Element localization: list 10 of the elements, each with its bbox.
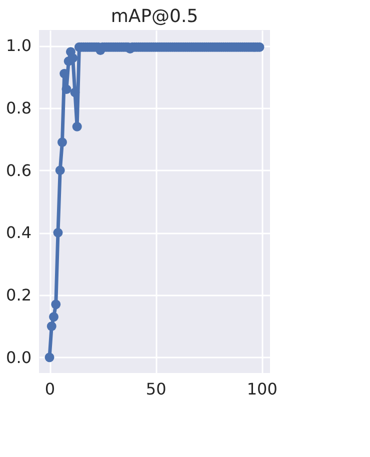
y-tick-label: 0.0 bbox=[6, 348, 32, 367]
y-tick-label: 0.2 bbox=[6, 286, 32, 305]
chart-title: mAP@0.5 bbox=[110, 6, 198, 27]
y-tick-label: 0.6 bbox=[6, 160, 32, 180]
y-tick-label: 0.4 bbox=[6, 223, 32, 242]
x-tick-label: 50 bbox=[146, 380, 166, 398]
y-tick-label: 1.0 bbox=[6, 36, 32, 56]
x-tick-label: 100 bbox=[246, 380, 278, 398]
y-tick-label: 0.8 bbox=[6, 98, 32, 118]
x-tick-label: 0 bbox=[44, 380, 56, 398]
